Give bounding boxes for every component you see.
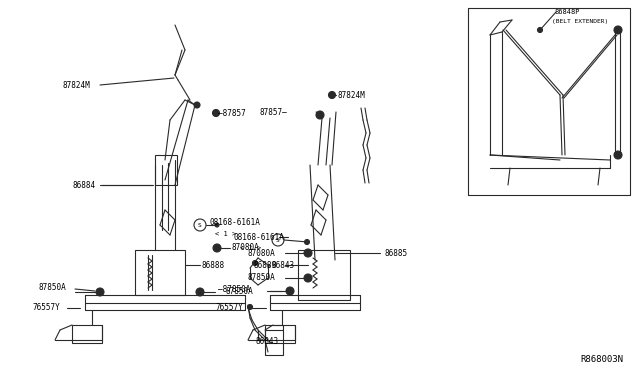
Circle shape <box>96 288 104 296</box>
Text: 87857—: 87857— <box>260 108 288 116</box>
Circle shape <box>196 288 204 296</box>
Circle shape <box>614 26 622 34</box>
Text: —87857: —87857 <box>218 109 246 118</box>
Circle shape <box>538 28 543 32</box>
Circle shape <box>212 109 220 116</box>
Text: 87850A: 87850A <box>225 286 253 295</box>
Circle shape <box>286 287 294 295</box>
Text: 86B43: 86B43 <box>255 337 278 346</box>
Text: —87850A: —87850A <box>218 285 250 294</box>
Text: 86885: 86885 <box>385 248 408 257</box>
Bar <box>72 325 102 343</box>
Text: 87850A: 87850A <box>248 273 276 282</box>
Text: 87824M: 87824M <box>62 80 90 90</box>
Circle shape <box>316 111 324 119</box>
Circle shape <box>194 102 200 108</box>
Text: 87080A: 87080A <box>248 248 276 257</box>
Text: 87850A: 87850A <box>38 283 66 292</box>
Circle shape <box>614 151 622 159</box>
Text: R868003N: R868003N <box>580 356 623 365</box>
Text: 86888: 86888 <box>202 260 225 269</box>
Text: 86848P: 86848P <box>555 9 580 15</box>
Bar <box>135 250 185 295</box>
Bar <box>265 325 295 343</box>
Text: 87824M: 87824M <box>338 90 365 99</box>
Circle shape <box>328 92 335 99</box>
Bar <box>155 155 177 185</box>
Bar <box>265 330 283 355</box>
Text: 76557Y: 76557Y <box>215 304 243 312</box>
Circle shape <box>304 274 312 282</box>
Text: 86884: 86884 <box>72 180 95 189</box>
Text: < 1 >: < 1 > <box>240 245 261 251</box>
Text: < 1 >: < 1 > <box>215 231 236 237</box>
Circle shape <box>304 249 312 257</box>
Text: 08168-6161A: 08168-6161A <box>210 218 261 227</box>
Text: 86843: 86843 <box>272 260 295 269</box>
Text: S: S <box>198 222 202 228</box>
Circle shape <box>215 223 219 227</box>
Circle shape <box>305 240 310 244</box>
Circle shape <box>248 305 253 310</box>
Text: 86889: 86889 <box>254 260 277 269</box>
Text: 87080A: 87080A <box>232 244 260 253</box>
Bar <box>298 250 350 300</box>
Circle shape <box>253 260 257 266</box>
Text: 08168-6161A: 08168-6161A <box>233 232 284 241</box>
Text: S: S <box>276 237 280 243</box>
Circle shape <box>213 244 221 252</box>
Text: 76557Y: 76557Y <box>32 304 60 312</box>
Text: (BELT EXTENDER): (BELT EXTENDER) <box>552 19 608 23</box>
